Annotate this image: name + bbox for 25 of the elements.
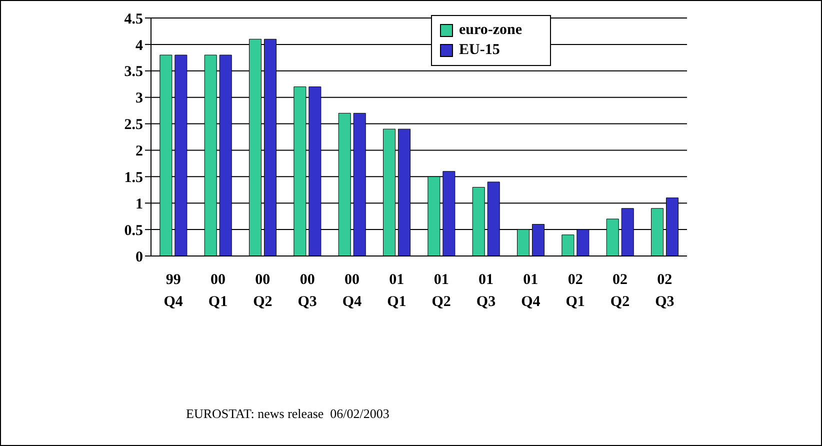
x-tick-label: 99 Q4 — [164, 272, 184, 310]
y-tick-label: 2 — [136, 144, 143, 160]
x-tick-label: 02 Q1 — [566, 272, 585, 310]
x-tick-label: 01 Q3 — [476, 272, 496, 310]
x-tick-label: 01 Q1 — [387, 272, 406, 310]
x-tick-label: 02 Q2 — [610, 272, 630, 310]
text: EUROSTAT: news release 06/02/2003 — [186, 406, 390, 422]
legend-label: euro-zone — [459, 22, 522, 39]
y-tick-label: 4 — [136, 38, 144, 54]
y-tick-label: 3 — [136, 90, 143, 107]
x-tick-label: 00 Q3 — [298, 272, 317, 310]
y-tick-label: 1 — [136, 196, 143, 212]
x-tick-label: 00 Q1 — [208, 272, 228, 310]
y-tick-label: 4.5 — [124, 11, 143, 28]
y-tick-label: 3.5 — [124, 64, 143, 80]
x-tick-label: 01 Q4 — [521, 272, 541, 310]
x-tick-label: 02 Q3 — [655, 272, 674, 310]
legend-label: EU-15 — [459, 42, 500, 59]
y-tick-label: 0 — [136, 249, 143, 266]
x-tick-label: 01 Q2 — [432, 272, 451, 310]
y-tick-label: 1.5 — [124, 170, 143, 186]
x-tick-label: 00 Q4 — [342, 272, 362, 310]
y-tick-label: 2.5 — [124, 117, 143, 134]
y-tick-label: 0.5 — [124, 222, 143, 239]
x-tick-label: 00 Q2 — [253, 272, 272, 310]
